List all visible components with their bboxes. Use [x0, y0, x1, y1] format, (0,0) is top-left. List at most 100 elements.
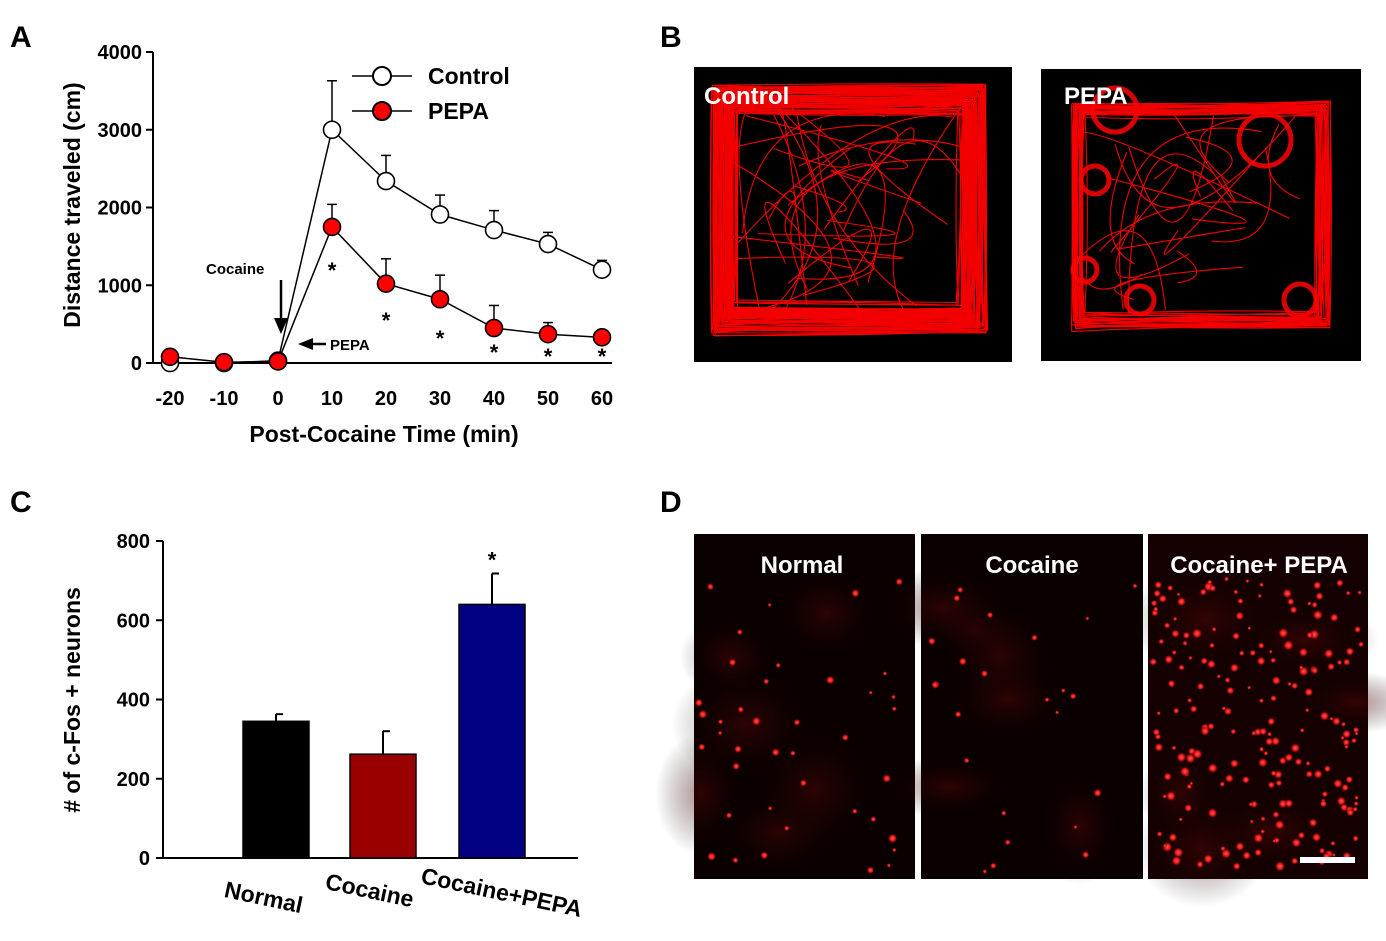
fluorescent-cell	[887, 833, 898, 844]
fluorescent-cell	[1152, 606, 1159, 613]
fluorescent-cell	[1186, 697, 1193, 704]
fluorescent-cell	[1323, 765, 1332, 773]
fluorescent-cell	[1260, 829, 1266, 834]
fluorescent-cell	[1353, 625, 1362, 634]
data-point-control	[484, 220, 504, 240]
chart-c-x-tick-label: Normal	[222, 876, 305, 918]
fluorescent-cell	[1069, 692, 1077, 700]
fluorescent-cell	[760, 851, 769, 860]
panel-letter-d: D	[660, 486, 682, 519]
fluorescent-cell	[767, 602, 772, 608]
fluorescence-background	[679, 615, 783, 700]
line-chart-a: 0 1000 2000 3000 4000 -20 -10 0 10 20 30 40 50 60 * * * *…	[59, 42, 613, 447]
fluorescent-cell	[1176, 596, 1187, 607]
significance-star: *	[436, 326, 445, 351]
fluorescent-cell	[1267, 781, 1276, 789]
fluorescent-cell	[706, 851, 717, 862]
fluorescent-cell	[1335, 579, 1344, 587]
fluorescent-cell	[1268, 649, 1273, 654]
fluorescent-cell	[1171, 745, 1177, 751]
track-dense-cluster	[1236, 111, 1294, 169]
fluorescent-cell	[882, 671, 888, 676]
annotation-pepa: PEPA	[330, 337, 370, 354]
fluorescent-cell	[783, 825, 790, 832]
fluorescent-cell	[1354, 795, 1359, 801]
fluorescent-cell	[1342, 738, 1351, 747]
fluorescent-cell	[1319, 799, 1328, 808]
fluorescent-cell	[728, 658, 737, 667]
fluorescent-cell	[1297, 831, 1306, 840]
fluorescence-background	[941, 653, 1075, 746]
fluorescent-cell	[1264, 737, 1274, 746]
fluorescent-cell	[1275, 779, 1283, 787]
chart-a-x-tick-label: 40	[483, 388, 505, 410]
data-point-pepa	[376, 274, 396, 293]
fluorescent-cell	[1226, 686, 1235, 695]
fluorescent-cell	[953, 594, 961, 602]
fluorescent-cell	[1341, 783, 1350, 792]
fluorescence-label-cocaine-pepa: Cocaine+ PEPA	[1170, 552, 1348, 579]
panel-letter-b: B	[660, 21, 682, 54]
fluorescent-cell	[1248, 801, 1254, 807]
fluorescent-cell	[1332, 778, 1343, 789]
chart-a-y-tick-label: 0	[131, 353, 142, 375]
fluorescent-cell	[963, 757, 970, 764]
data-point-pepa	[538, 324, 558, 344]
fluorescent-cell	[982, 869, 988, 874]
fluorescent-cell	[1152, 728, 1161, 737]
fluorescent-cell	[1263, 750, 1269, 756]
fluorescent-cell	[1165, 790, 1177, 802]
fluorescent-cell	[891, 847, 897, 853]
fluorescence-label-cocaine: Cocaine	[985, 552, 1078, 579]
fluorescent-cell	[1206, 659, 1217, 669]
fluorescent-cell	[1282, 588, 1293, 599]
fluorescent-cell	[1306, 631, 1314, 639]
fluorescent-cell	[1209, 584, 1217, 592]
fluorescent-cell	[1298, 665, 1304, 671]
fluorescent-cell	[793, 718, 801, 727]
fluorescent-cell	[1270, 657, 1277, 664]
fluorescent-cell	[1270, 694, 1277, 702]
fluorescent-cell	[1340, 721, 1347, 727]
fluorescent-cell	[931, 681, 939, 689]
fluorescent-cell	[1284, 798, 1294, 809]
fluorescent-cell	[1171, 855, 1182, 866]
fluorescent-cell	[1258, 746, 1265, 752]
fluorescent-cell	[1230, 728, 1237, 735]
fluorescent-cell	[725, 812, 733, 819]
data-point-pepa	[484, 318, 504, 338]
data-point-pepa	[214, 352, 234, 372]
fluorescent-cell	[1229, 663, 1240, 673]
chart-a-x-tick-label: -20	[156, 388, 185, 410]
fluorescent-cell	[1224, 773, 1235, 784]
fluorescent-cell	[1219, 781, 1226, 788]
fluorescence-cells-cocaine-pepa	[1127, 565, 1386, 908]
fluorescent-cell	[1235, 841, 1245, 852]
fluorescent-cell	[1352, 835, 1359, 842]
fluorescent-cell	[1203, 853, 1214, 864]
significance-star: *	[488, 547, 497, 572]
significance-star: *	[328, 258, 337, 283]
fluorescent-cell	[1156, 710, 1161, 716]
panel-letter-a: A	[10, 21, 32, 54]
fluorescent-cell	[1257, 642, 1265, 650]
fluorescent-cell	[698, 743, 706, 751]
significance-star: *	[382, 308, 391, 333]
fluorescent-cell	[1132, 583, 1138, 589]
legend-label-control: Control	[428, 63, 510, 89]
chart-a-axes	[146, 51, 612, 364]
annotation-cocaine: Cocaine	[206, 261, 264, 278]
chart-c-y-tick-label: 800	[117, 531, 150, 553]
fluorescent-cell	[1247, 685, 1252, 690]
data-point-control	[322, 120, 342, 140]
data-point-control	[430, 205, 450, 224]
fluorescent-cell	[851, 808, 858, 815]
fluorescent-cell	[1229, 758, 1240, 769]
fluorescence-background	[1139, 749, 1223, 839]
fluorescent-cell	[1055, 710, 1060, 715]
chart-a-y-axis-title: Distance traveled (cm)	[59, 82, 85, 327]
bar-cocaine	[349, 753, 417, 859]
fluorescence-panel-cocaine: Cocaine	[872, 534, 1143, 885]
fluorescent-cell	[1321, 790, 1329, 798]
